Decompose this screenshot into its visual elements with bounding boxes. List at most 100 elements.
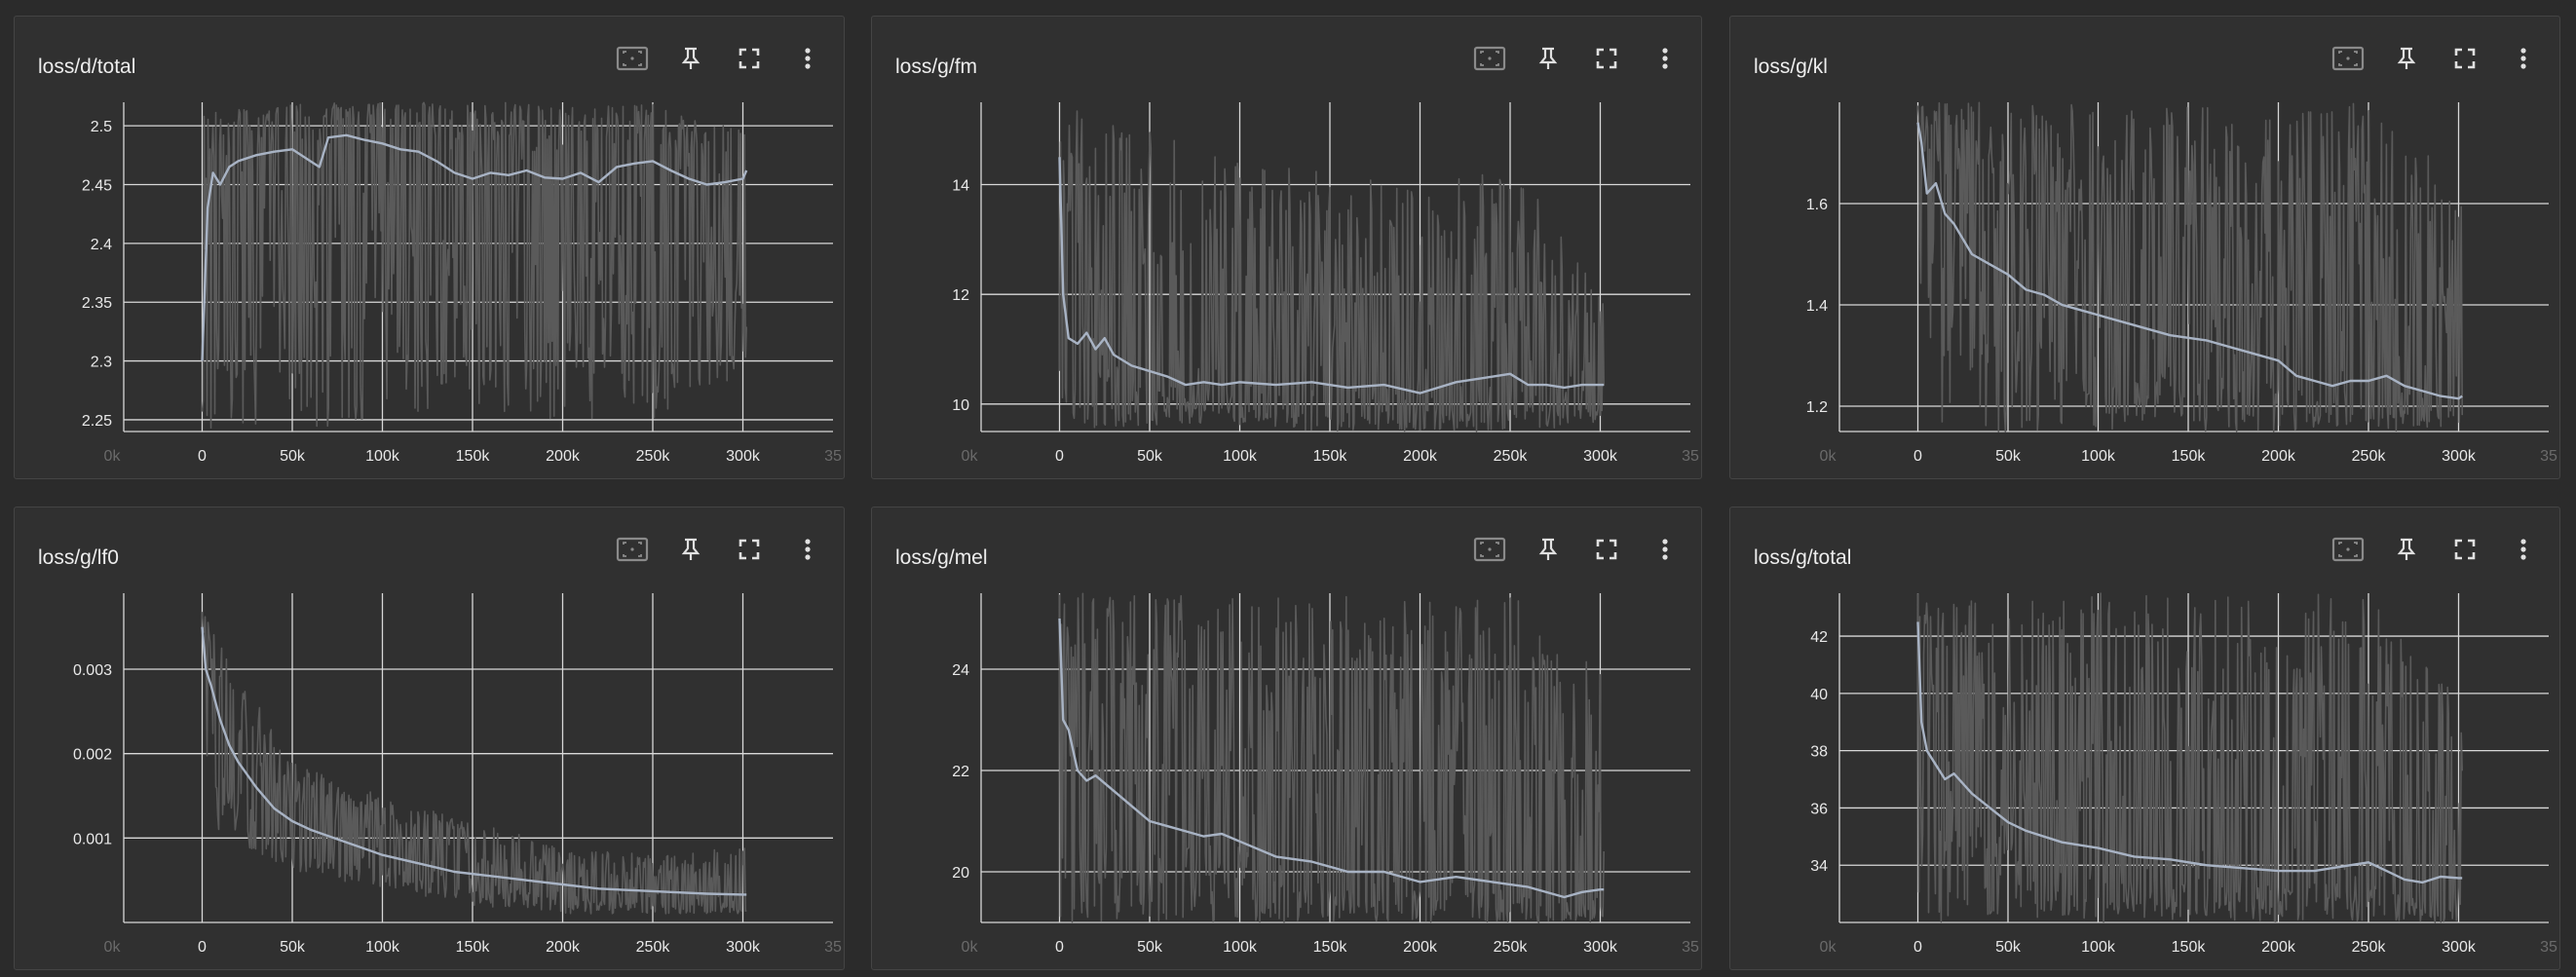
y-tick-label: 2.45 — [82, 178, 112, 195]
more-options-button[interactable] — [1647, 44, 1684, 73]
fullscreen-icon — [2453, 47, 2477, 70]
pin-button[interactable] — [1530, 535, 1567, 564]
x-tick-label: 300k — [2442, 939, 2477, 956]
chart-plot[interactable]: 0.001 0.002 0.003 0k 0 50k 100k 150k 200k 250k 300… — [15, 566, 846, 965]
more-vert-icon — [1661, 47, 1669, 70]
y-tick-label: 2.4 — [91, 237, 112, 253]
chart-card-loss-d-total: loss/d/total 2.25 2.3 2.35 2.4 2.45 2.5 0k 0 50k… — [14, 16, 845, 479]
more-vert-icon — [2519, 47, 2527, 70]
smoothed-series-line — [1058, 618, 1605, 899]
pin-button[interactable] — [2388, 44, 2425, 73]
more-options-button[interactable] — [1647, 535, 1684, 564]
x-tick-label: 35 — [1682, 448, 1699, 465]
pin-icon — [2396, 46, 2417, 71]
pin-icon — [1537, 537, 1559, 562]
y-tick-label: 22 — [952, 764, 969, 780]
pin-button[interactable] — [2388, 535, 2425, 564]
fit-domain-button[interactable] — [1471, 535, 1508, 564]
fullscreen-button[interactable] — [1588, 44, 1625, 73]
fullscreen-button[interactable] — [2446, 535, 2483, 564]
chart-plot[interactable]: 2.25 2.3 2.35 2.4 2.45 2.5 0k 0 50k 100k 150k 200k 2… — [15, 75, 846, 474]
smoothed-series-line — [201, 133, 748, 361]
y-tick-label: 2.25 — [82, 413, 112, 430]
card-toolbar — [614, 44, 826, 73]
raw-series-line — [1916, 101, 2463, 432]
card-toolbar — [1471, 535, 1684, 564]
more-vert-icon — [804, 47, 812, 70]
x-tick-label: 0 — [1055, 939, 1064, 956]
fullscreen-button[interactable] — [731, 535, 768, 564]
fit-domain-icon — [616, 46, 649, 71]
y-tick-label: 42 — [1810, 629, 1828, 646]
x-tick-label: 200k — [546, 939, 581, 956]
y-tick-label: 12 — [952, 287, 969, 304]
x-tick-label: 0k — [1820, 939, 1837, 956]
x-tick-label: 250k — [636, 939, 671, 956]
y-tick-label: 40 — [1810, 687, 1828, 703]
chart-plot[interactable]: 20 22 24 0k 0 50k 100k 150k 200k 250k 300k 35 — [872, 566, 1703, 965]
x-tick-label: 200k — [546, 448, 581, 465]
y-tick-label: 1.4 — [1806, 298, 1828, 315]
x-tick-label: 100k — [1223, 448, 1258, 465]
x-tick-label: 250k — [1494, 448, 1529, 465]
raw-series-line — [201, 101, 747, 429]
more-options-button[interactable] — [789, 535, 826, 564]
x-tick-label: 0k — [1820, 448, 1837, 465]
smoothed-series-line — [1058, 157, 1605, 395]
fullscreen-button[interactable] — [1588, 535, 1625, 564]
chart-title: loss/g/lf0 — [38, 546, 119, 569]
fit-domain-button[interactable] — [2330, 535, 2367, 564]
chart-plot[interactable]: 34 36 38 40 42 0k 0 50k 100k 150k 200k 250k 300k 35 — [1730, 566, 2561, 965]
smoothed-series-line — [1916, 122, 2463, 400]
pin-button[interactable] — [672, 44, 709, 73]
more-options-button[interactable] — [789, 44, 826, 73]
raw-series-line — [201, 612, 747, 915]
x-tick-label: 50k — [1137, 448, 1163, 465]
card-toolbar — [2330, 44, 2542, 73]
chart-plot[interactable]: 10 12 14 0k 0 50k 100k 150k 200k 250k 300k 35 — [872, 75, 1703, 474]
y-tick-label: 1.6 — [1806, 197, 1828, 213]
x-tick-label: 250k — [1494, 939, 1529, 956]
chart-title: loss/g/total — [1754, 546, 1852, 569]
chart-plot[interactable]: 1.2 1.4 1.6 0k 0 50k 100k 150k 200k 250k 300k 35 — [1730, 75, 2561, 474]
y-tick-label: 24 — [952, 662, 969, 679]
x-tick-label: 35 — [2540, 448, 2557, 465]
y-tick-label: 10 — [952, 397, 969, 414]
more-options-button[interactable] — [2505, 535, 2542, 564]
y-tick-label: 38 — [1810, 744, 1828, 761]
x-tick-label: 35 — [824, 939, 842, 956]
pin-button[interactable] — [672, 535, 709, 564]
fit-domain-button[interactable] — [614, 535, 651, 564]
more-vert-icon — [2519, 538, 2527, 561]
x-tick-label: 50k — [280, 448, 306, 465]
fit-domain-button[interactable] — [614, 44, 651, 73]
x-tick-label: 50k — [280, 939, 306, 956]
chart-title: loss/d/total — [38, 56, 136, 78]
x-tick-label: 150k — [2172, 448, 2207, 465]
smoothed-series-line — [201, 626, 747, 896]
x-tick-label: 100k — [365, 448, 400, 465]
card-toolbar — [1471, 44, 1684, 73]
more-vert-icon — [804, 538, 812, 561]
more-options-button[interactable] — [2505, 44, 2542, 73]
pin-icon — [680, 537, 701, 562]
pin-button[interactable] — [1530, 44, 1567, 73]
fit-domain-button[interactable] — [1471, 44, 1508, 73]
chart-title: loss/g/fm — [895, 56, 978, 78]
chart-card-loss-g-kl: loss/g/kl 1.2 1.4 1.6 0k 0 50k 100k 150k 200k 250… — [1729, 16, 2560, 479]
x-tick-label: 250k — [2352, 448, 2387, 465]
y-tick-label: 36 — [1810, 801, 1828, 817]
x-tick-label: 50k — [1995, 448, 2022, 465]
x-tick-label: 0k — [104, 939, 122, 956]
x-tick-label: 35 — [1682, 939, 1699, 956]
chart-card-loss-g-fm: loss/g/fm 10 12 14 0k 0 50k 100k 150k 200k 250k 30… — [871, 16, 1702, 479]
fullscreen-button[interactable] — [2446, 44, 2483, 73]
fullscreen-icon — [1595, 538, 1618, 561]
y-tick-label: 34 — [1810, 858, 1828, 875]
x-tick-label: 300k — [726, 448, 761, 465]
more-vert-icon — [1661, 538, 1669, 561]
y-tick-label: 20 — [952, 865, 969, 882]
fit-domain-button[interactable] — [2330, 44, 2367, 73]
fullscreen-button[interactable] — [731, 44, 768, 73]
x-tick-label: 200k — [1403, 448, 1438, 465]
